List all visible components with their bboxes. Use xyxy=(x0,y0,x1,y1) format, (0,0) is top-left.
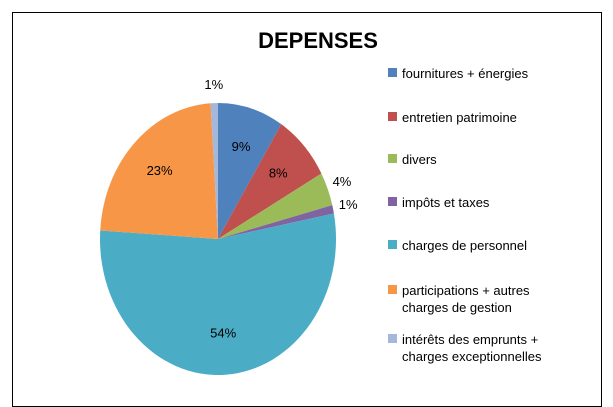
legend-label: divers xyxy=(402,152,437,167)
legend-label: impôts et taxes xyxy=(402,195,490,210)
legend-label: intérêts des emprunts + charges exceptio… xyxy=(402,332,542,364)
data-label: 1% xyxy=(339,197,358,212)
legend-entry: entretien patrimoine xyxy=(386,109,566,126)
pie-slice xyxy=(218,205,334,239)
pie-slice xyxy=(100,103,218,239)
legend-swatch xyxy=(388,240,397,249)
data-label: 4% xyxy=(333,174,352,189)
legend-label: charges de personnel xyxy=(402,238,528,253)
legend-label: fournitures + énergies xyxy=(402,66,529,81)
legend-entry: charges de personnel xyxy=(386,237,566,254)
legend-entry: participations + autres charges de gesti… xyxy=(386,282,566,316)
legend-entry: divers xyxy=(386,151,566,168)
legend-entry: impôts et taxes xyxy=(386,194,566,211)
legend-swatch xyxy=(388,68,397,77)
legend-swatch xyxy=(388,154,397,163)
legend-swatch xyxy=(388,112,397,121)
pie-slice xyxy=(210,103,218,239)
legend-swatch xyxy=(388,197,397,206)
legend-entry: intérêts des emprunts + charges exceptio… xyxy=(386,331,566,365)
legend-swatch xyxy=(388,334,397,343)
legend-swatch xyxy=(388,285,397,294)
pie-slice xyxy=(100,213,336,375)
legend-entry: fournitures + énergies xyxy=(386,65,566,82)
data-label: 8% xyxy=(269,165,288,180)
data-label: 1% xyxy=(204,77,223,92)
data-label: 9% xyxy=(232,139,251,154)
chart-title: DEPENSES xyxy=(258,28,378,53)
data-label: 23% xyxy=(147,163,173,178)
data-label: 54% xyxy=(210,325,236,340)
legend-label: participations + autres charges de gesti… xyxy=(402,283,530,315)
pie-slice xyxy=(218,173,333,239)
pie-slice xyxy=(218,124,322,239)
legend-label: entretien patrimoine xyxy=(402,110,517,125)
pie-slice xyxy=(218,103,282,239)
